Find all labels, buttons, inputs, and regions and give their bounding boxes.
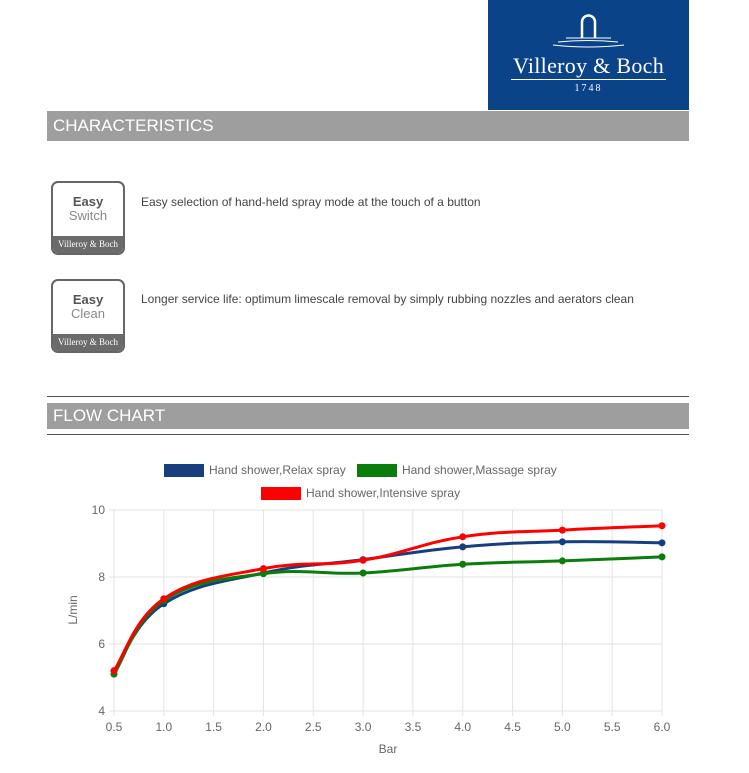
- y-tick-label: 4: [98, 704, 105, 718]
- y-tick-label: 10: [92, 503, 106, 517]
- logo-name: Villeroy & Boch: [512, 53, 665, 78]
- legend-swatch: [164, 463, 204, 477]
- badge-brand: Villeroy & Boch: [53, 236, 123, 253]
- x-tick-label: 3.0: [355, 720, 372, 734]
- characteristic-text: Easy selection of hand-held spray mode a…: [141, 195, 481, 209]
- y-axis-label: L/min: [66, 595, 80, 624]
- data-point-2: [259, 565, 267, 573]
- data-point-1: [259, 570, 267, 578]
- logo-emblem-icon: [552, 14, 625, 48]
- x-tick-label: 4.0: [454, 720, 471, 734]
- x-tick-label: 6.0: [654, 720, 671, 734]
- data-point-2: [359, 556, 367, 564]
- divider: [47, 434, 689, 435]
- x-axis-label: Bar: [379, 742, 398, 756]
- x-tick-label: 5.5: [604, 720, 621, 734]
- data-point-2: [658, 522, 666, 530]
- x-tick-label: 2.5: [305, 720, 322, 734]
- data-point-2: [110, 667, 118, 675]
- badge-top: Easy: [72, 194, 104, 209]
- logo-divider: [511, 79, 666, 80]
- series-line-1: [112, 555, 663, 675]
- x-tick-label: 2.0: [255, 720, 272, 734]
- legend-item-relax[interactable]: Hand shower,Relax spray: [164, 463, 346, 477]
- easy-switch-badge: Easy Switch Villeroy & Boch: [51, 181, 125, 255]
- flow-chart-header: FLOW CHART: [47, 403, 689, 429]
- easy-clean-badge: Easy Clean Villeroy & Boch: [51, 279, 125, 353]
- x-tick-label: 1.5: [205, 720, 222, 734]
- legend-swatch: [261, 486, 301, 500]
- data-point-0: [658, 539, 666, 547]
- legend-label: Hand shower,Intensive spray: [306, 486, 461, 500]
- x-tick-label: 1.0: [155, 720, 172, 734]
- legend-swatch: [357, 463, 397, 477]
- badge-bottom: Switch: [68, 208, 108, 223]
- x-tick-label: 4.5: [504, 720, 521, 734]
- badge-top: Easy: [72, 292, 104, 307]
- legend-item-massage[interactable]: Hand shower,Massage spray: [357, 463, 557, 477]
- data-point-1: [359, 569, 367, 577]
- characteristics-header: CHARACTERISTICS: [47, 111, 689, 141]
- data-point-1: [558, 557, 566, 565]
- x-tick-label: 5.0: [554, 720, 571, 734]
- legend-item-intensive[interactable]: Hand shower,Intensive spray: [261, 486, 460, 500]
- data-point-0: [558, 538, 566, 546]
- x-tick-label: 0.5: [106, 720, 123, 734]
- legend-label: Hand shower,Relax spray: [209, 463, 346, 477]
- data-point-2: [558, 526, 566, 534]
- villeroy-boch-logo: Villeroy & Boch 1748: [488, 0, 689, 110]
- data-point-0: [459, 543, 467, 551]
- y-tick-label: 8: [98, 570, 105, 584]
- badge-brand: Villeroy & Boch: [53, 334, 123, 351]
- y-tick-label: 6: [98, 637, 105, 651]
- data-point-1: [459, 560, 467, 568]
- logo-year: 1748: [574, 83, 603, 94]
- legend-label: Hand shower,Massage spray: [402, 463, 557, 477]
- data-point-1: [658, 553, 666, 561]
- data-point-2: [160, 595, 168, 603]
- x-tick-label: 3.5: [405, 720, 422, 734]
- characteristic-text: Longer service life: optimum limescale r…: [141, 292, 634, 306]
- badge-bottom: Clean: [71, 306, 105, 321]
- data-point-2: [459, 533, 467, 541]
- series-line-2: [112, 524, 663, 672]
- divider: [47, 396, 689, 397]
